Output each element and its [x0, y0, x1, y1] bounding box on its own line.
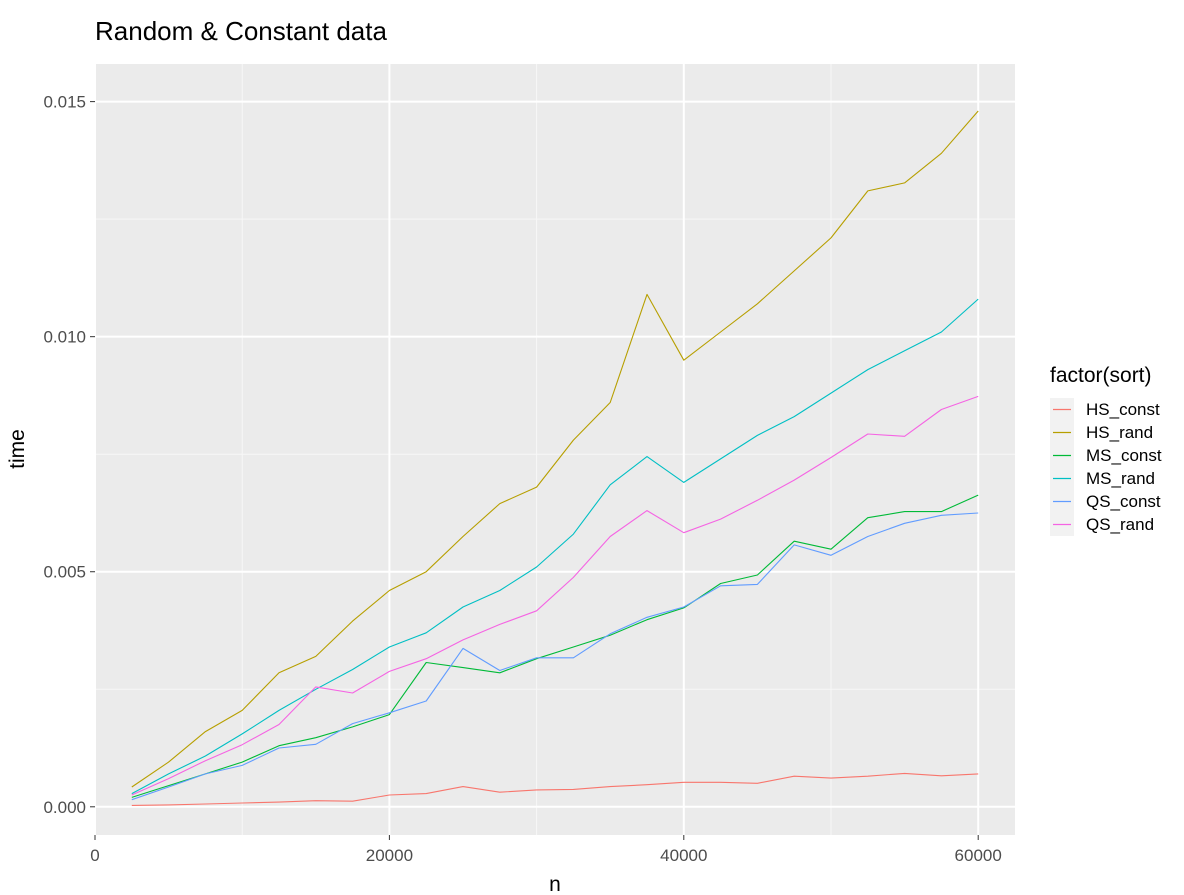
legend-label: HS_const: [1086, 400, 1160, 419]
legend-label: MS_rand: [1086, 469, 1155, 488]
y-tick-label: 0.000: [43, 798, 86, 817]
legend-label: QS_rand: [1086, 515, 1154, 534]
series-line-qs-const: [131, 512, 979, 801]
series-line-hs-const: [131, 772, 979, 806]
legend-title: factor(sort): [1050, 364, 1152, 387]
plot-panel: [95, 64, 1015, 835]
x-tick-label: 0: [90, 846, 99, 865]
legend-label: MS_const: [1086, 446, 1162, 465]
y-tick-label: 0.015: [43, 93, 86, 112]
y-axis-ticks: 0.000 0.005 0.010 0.015: [43, 93, 95, 817]
x-axis-ticks: 0 20000 40000 60000: [90, 835, 1002, 865]
legend-label: HS_rand: [1086, 423, 1153, 442]
series-line-ms-rand: [131, 298, 979, 795]
y-axis-title: time: [6, 429, 29, 469]
x-axis-title: n: [549, 873, 561, 895]
y-tick-label: 0.005: [43, 563, 86, 582]
series-line-ms-const: [131, 494, 979, 798]
y-tick-label: 0.010: [43, 328, 86, 347]
x-tick-label: 60000: [955, 846, 1002, 865]
major-gridlines: [94, 64, 1015, 835]
series-line-qs-rand: [131, 395, 979, 796]
x-tick-label: 20000: [366, 846, 413, 865]
chart-title: Random & Constant data: [95, 16, 387, 46]
minor-gridlines: [95, 64, 1015, 835]
series-lines: [131, 110, 979, 806]
legend-label: QS_const: [1086, 492, 1161, 511]
legend: HS_const HS_rand MS_const MS_rand QS_const QS…: [1050, 398, 1162, 536]
x-tick-label: 40000: [660, 846, 707, 865]
series-line-hs-rand: [131, 110, 979, 788]
